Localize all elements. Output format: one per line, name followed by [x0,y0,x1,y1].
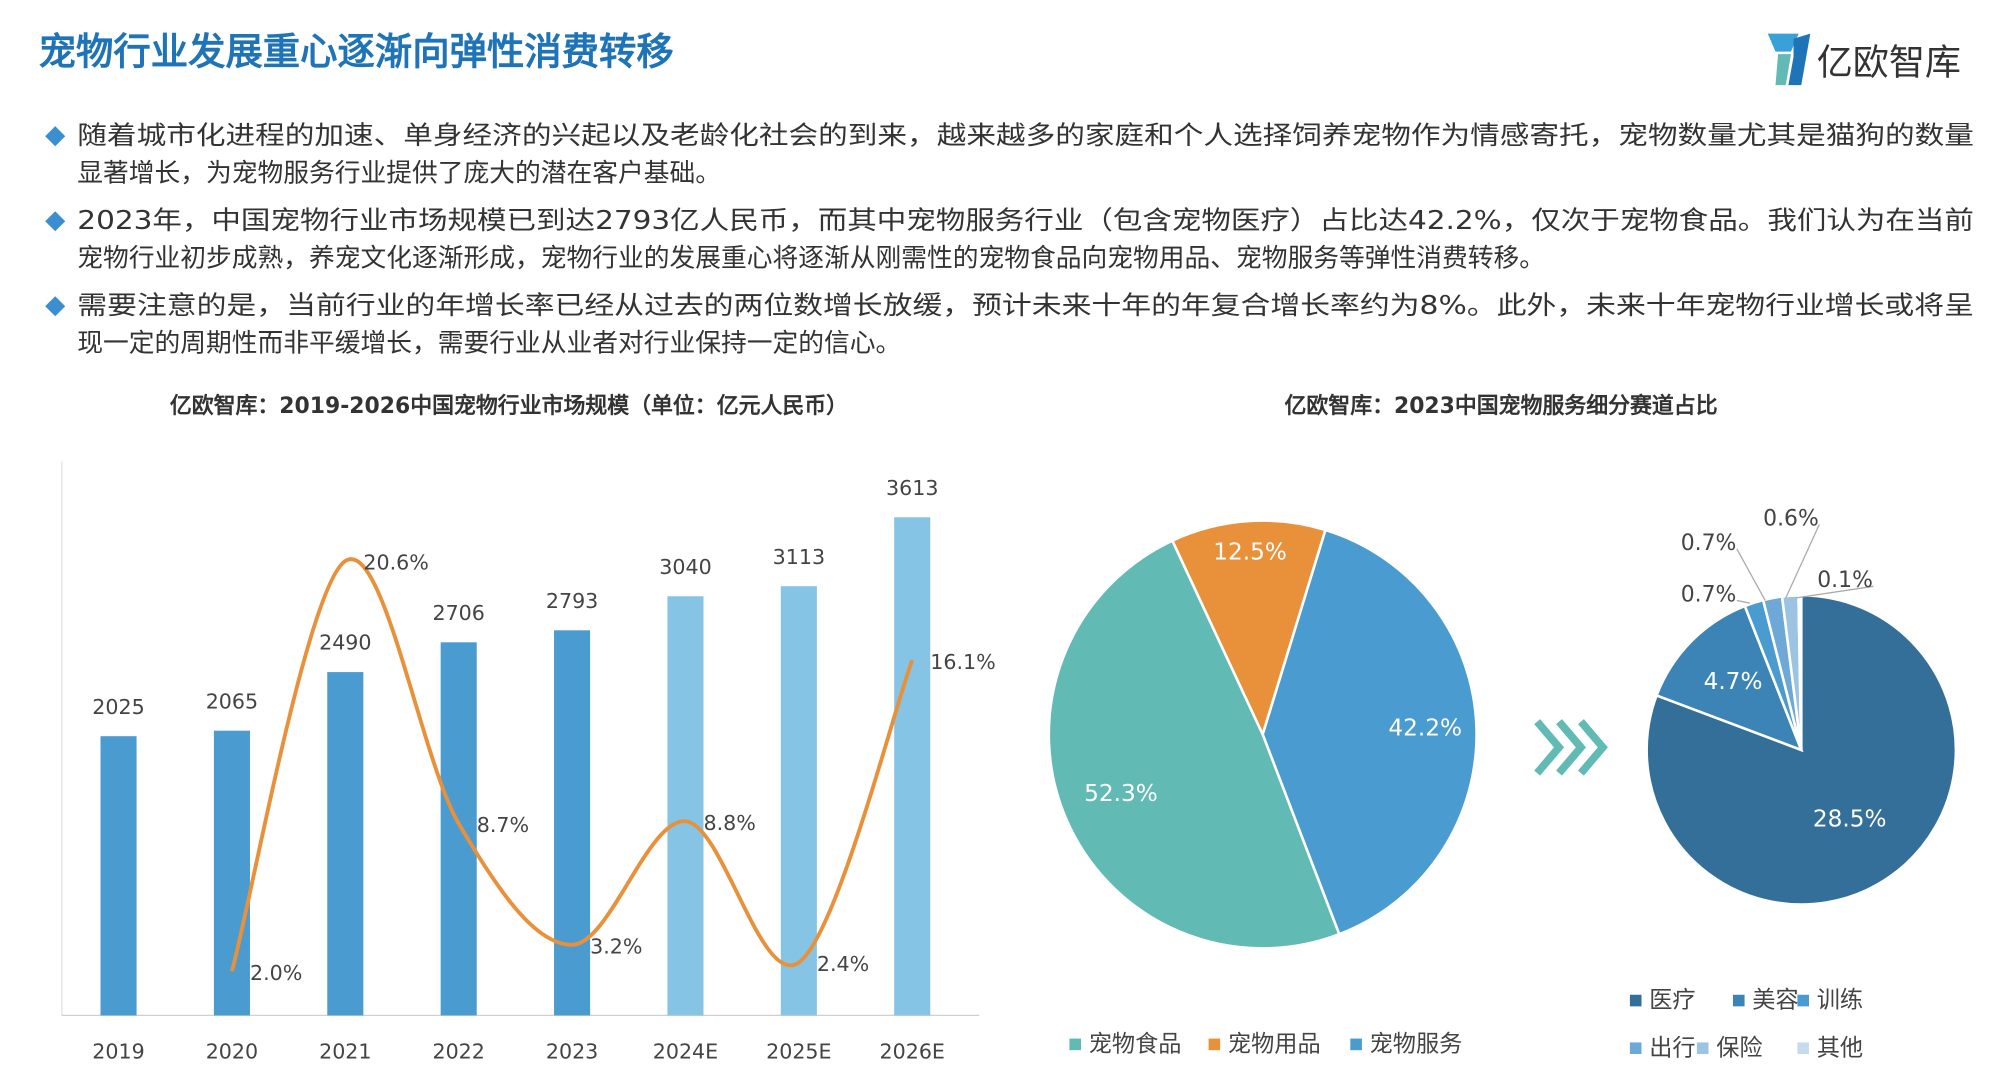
x-tick-label: 2020 [206,1040,258,1064]
slice-label: 52.3% [1084,780,1158,807]
legend-swatch [1350,1038,1362,1051]
legend-swatch [1069,1038,1082,1051]
bar-value-label: 2793 [546,589,598,613]
pie-slice [1170,519,1328,739]
bar-value-label: 2065 [206,689,258,713]
bullet-text: 随着城市化进程的加速、单身经济的兴起以及老龄化社会的到来，越来越多的家庭和个人选… [77,121,1974,151]
legend-label: 宠物食品 [1089,1031,1182,1058]
legend-swatch [1732,994,1745,1007]
bullet-diamond [45,126,66,147]
leader-line [1736,548,1766,601]
x-tick-label: 2019 [92,1040,144,1064]
line-value-label: 20.6% [363,551,428,575]
arrow-icon [1534,719,1608,776]
bullet-text: 显著增长，为宠物服务行业提供了庞大的潜在客户基础。 [77,159,721,189]
bar [894,517,931,1016]
legend-label: 其他 [1817,1034,1863,1061]
slice-label: 0.7% [1681,582,1737,607]
bar-value-label: 3113 [773,545,825,569]
line-value-label: 3.2% [590,934,642,958]
legend-label: 出行 [1649,1034,1695,1061]
bar [327,672,364,1016]
bar [213,730,250,1016]
line-value-label: 8.7% [477,813,529,837]
legend-swatch [1797,994,1809,1007]
chart-title: 亿欧智库：2019-2026中国宠物行业市场规模（单位：亿元人民币） [170,393,848,419]
x-tick-label: 2021 [319,1040,371,1064]
leader-line [1796,585,1874,599]
slice-label: 0.1% [1817,568,1873,593]
legend-swatch [1629,1042,1642,1055]
bar-value-label: 2025 [92,695,144,719]
line-value-label: 16.1% [930,650,995,674]
legend-swatch [1797,1042,1809,1055]
bullet-text: 宠物行业初步成熟，养宠文化逐渐形成，宠物行业的发展重心将逐渐从刚需性的宠物食品向… [77,244,1545,274]
legend-label: 宠物用品 [1228,1031,1321,1058]
logo-icon [1767,33,1811,86]
bar [100,736,137,1016]
x-tick-label: 2024E [653,1040,718,1064]
x-tick-label: 2026E [879,1040,944,1064]
legend-label: 美容 [1752,987,1798,1014]
chart-title: 亿欧智库：2023中国宠物服务细分赛道占比 [1285,393,1718,419]
slice-label: 4.7% [1704,668,1763,695]
line-value-label: 8.8% [704,811,756,835]
bar [554,630,591,1016]
bar [440,642,477,1016]
legend-swatch [1696,1042,1709,1055]
page-title: 宠物行业发展重心逐渐向弹性消费转移 [39,30,674,74]
legend-label: 宠物服务 [1370,1031,1463,1058]
bar [780,586,817,1016]
x-tick-label: 2022 [432,1040,484,1064]
bar-value-label: 2490 [319,631,371,655]
bullet-diamond [45,211,66,232]
legend-label: 保险 [1716,1034,1762,1061]
bar-value-label: 2706 [432,601,484,625]
legend-swatch [1208,1038,1221,1051]
x-tick-label: 2023 [546,1040,598,1064]
bullet-text: 2023年，中国宠物行业市场规模已到达2793亿人民币，而其中宠物服务行业（包含… [77,206,1974,236]
slice-label: 0.6% [1763,506,1819,531]
legend-label: 训练 [1817,987,1863,1014]
slice-label: 42.2% [1388,714,1462,741]
x-tick-label: 2025E [766,1040,831,1064]
leader-line [1785,524,1820,599]
pie-slice [1047,538,1341,950]
pie-slice [1654,604,1804,753]
bullet-diamond [45,296,66,317]
slice-label: 0.7% [1681,531,1737,556]
bar-value-label: 3613 [886,476,938,500]
bar [667,596,704,1016]
line-value-label: 2.0% [250,961,302,985]
slice-label: 28.5% [1813,805,1887,832]
legend-swatch [1629,994,1642,1007]
line-value-label: 2.4% [817,952,869,976]
logo-text: 亿欧智库 [1817,41,1961,83]
growth-line [230,557,915,972]
pie-slice [1797,594,1803,750]
bullet-text: 需要注意的是，当前行业的年增长率已经从过去的两位数增长放缓，预计未来十年的年复合… [77,291,1974,321]
pie-slice [1261,528,1478,936]
leader-line [1736,599,1750,604]
bar-value-label: 3040 [659,555,711,579]
legend-label: 医疗 [1649,987,1695,1014]
bullet-text: 现一定的周期性而非平缓增长，需要行业从业者对行业保持一定的信心。 [77,329,901,359]
slice-label: 12.5% [1213,539,1287,566]
